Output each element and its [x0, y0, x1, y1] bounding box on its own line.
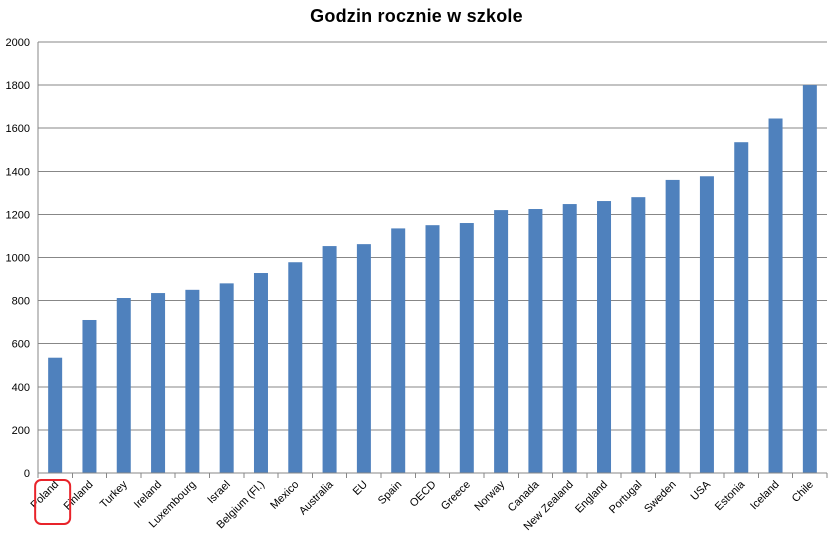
x-tick-label: England: [573, 479, 610, 516]
bar-england: [597, 201, 612, 473]
bar-iceland: [768, 118, 783, 473]
bar-norway: [494, 210, 509, 473]
bar-new-zealand: [562, 204, 577, 473]
bar-greece: [459, 223, 474, 473]
x-tick-label: Finland: [62, 479, 96, 513]
y-tick-label: 1200: [6, 209, 30, 221]
bar-australia: [322, 246, 337, 473]
y-tick-label: 1000: [6, 253, 30, 265]
highlight-layer: [34, 479, 72, 525]
y-axis-tick-labels: 0 200 400 600 800 1000 1200 1400 1600 1800 2000: [6, 37, 30, 480]
y-tick-label: 1600: [6, 123, 30, 135]
bar-portugal: [631, 197, 646, 473]
bar-eu: [356, 244, 371, 473]
x-tick-label: Greece: [439, 479, 473, 513]
bar-canada: [528, 209, 543, 473]
bar-belgium-fl: [253, 273, 268, 473]
x-tick-label: Estonia: [713, 478, 748, 513]
x-tick-label: Mexico: [268, 479, 301, 512]
axes: [37, 42, 828, 478]
bar-poland: [48, 357, 63, 473]
bar-mexico: [288, 262, 303, 473]
x-tick-label: Sweden: [642, 479, 679, 516]
y-tick-label: 400: [12, 382, 30, 394]
bar-finland: [82, 319, 97, 473]
bar-spain: [391, 228, 406, 473]
y-tick-label: 1800: [6, 80, 30, 92]
bar-israel: [219, 283, 234, 473]
y-tick-label: 2000: [6, 37, 30, 49]
y-tick-label: 200: [12, 425, 30, 437]
y-tick-label: 600: [12, 339, 30, 351]
y-tick-label: 0: [24, 468, 30, 480]
x-tick-label: Israel: [205, 479, 233, 507]
y-tick-label: 800: [12, 296, 30, 308]
x-tick-label: Poland: [29, 479, 62, 512]
bar-usa: [699, 176, 714, 473]
x-tick-label: Norway: [472, 478, 507, 513]
bar-chile: [802, 85, 817, 473]
chart-title: Godzin rocznie w szkole: [310, 6, 523, 26]
bar-ireland: [151, 293, 166, 473]
bar-sweden: [665, 179, 680, 474]
bar-turkey: [116, 298, 131, 473]
bar-luxembourg: [185, 289, 200, 473]
x-tick-label: EU: [351, 479, 370, 498]
x-tick-label: Australia: [297, 478, 336, 517]
x-tick-label: Portugal: [607, 479, 644, 516]
x-tick-label: Iceland: [748, 479, 782, 513]
x-tick-label: Turkey: [98, 478, 130, 510]
x-tick-label: Ireland: [132, 479, 164, 511]
bar-estonia: [734, 142, 749, 473]
bars: [48, 85, 817, 474]
y-tick-label: 1400: [6, 166, 30, 178]
x-tick-label: OECD: [408, 479, 439, 510]
bar-oecd: [425, 225, 440, 473]
highlight-box: [34, 479, 72, 525]
x-tick-label: Spain: [376, 479, 404, 507]
x-tick-label: Chile: [790, 479, 816, 505]
x-tick-label: USA: [689, 478, 714, 503]
